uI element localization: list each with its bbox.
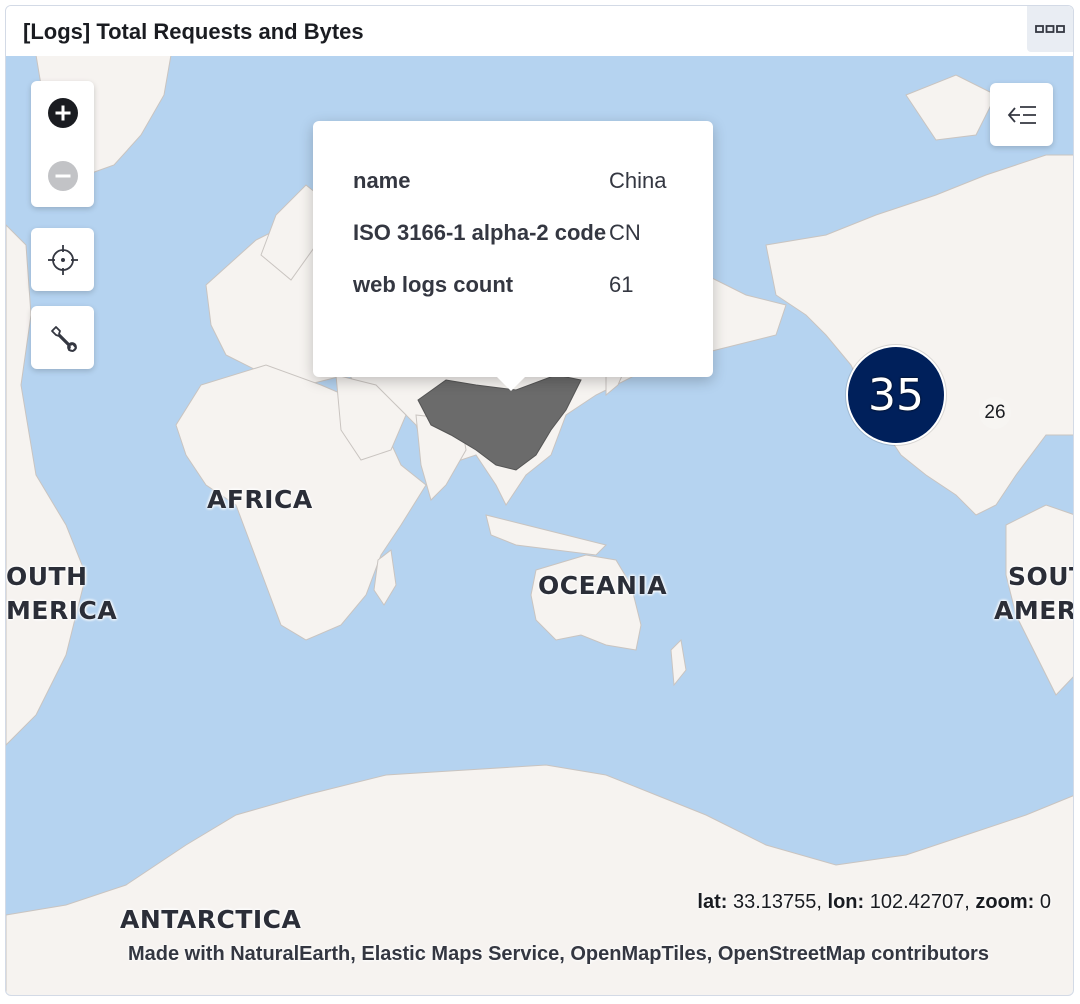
tooltip-key: name: [353, 168, 411, 193]
tooltip-value: CN: [609, 220, 641, 245]
zoom-control-group: [31, 81, 94, 207]
set-view-button[interactable]: [31, 228, 94, 291]
tooltip-row: name China: [353, 163, 673, 199]
menu-left-icon: [1007, 105, 1036, 124]
antarctica-shape: [6, 764, 1073, 995]
new-zealand-shape: [670, 638, 687, 687]
label-south-america-left-2: MERICA: [6, 596, 118, 625]
zoom-out-button[interactable]: [31, 144, 94, 207]
cluster-marker-large[interactable]: 35: [846, 345, 946, 445]
tools-control: [31, 306, 94, 369]
map-panel: [Logs] Total Requests and Bytes: [5, 5, 1074, 996]
locate-control: [31, 228, 94, 291]
panel-title: [Logs] Total Requests and Bytes: [23, 19, 364, 44]
arabia-shape: [335, 374, 407, 461]
layer-control-toggle[interactable]: [990, 83, 1053, 146]
tooltip-key: web logs count: [353, 272, 514, 297]
label-south-america-right-1: SOUT: [1008, 562, 1073, 591]
indonesia-shape: [485, 514, 607, 556]
tooltip-row: ISO 3166-1 alpha-2 code CN: [353, 215, 673, 251]
zoom-value: 0: [1039, 891, 1051, 913]
minus-circle-icon: [47, 160, 78, 191]
plus-circle-icon: [47, 97, 78, 128]
china-highlight: [417, 374, 582, 471]
panel-options-button[interactable]: [1027, 6, 1073, 52]
map-coordinates: lat: 33.13755, lon: 102.42707, zoom: 0: [697, 891, 1051, 913]
americas-left-shape: [6, 224, 87, 746]
tooltip-value: China: [609, 168, 667, 193]
tooltip-row: web logs count 61: [353, 267, 673, 303]
south-america-right-shape: [1005, 504, 1073, 696]
panel-header: [Logs] Total Requests and Bytes: [6, 6, 1073, 56]
label-south-america-right-2: AMERI: [994, 596, 1073, 625]
feature-tooltip: name China ISO 3166-1 alpha-2 code CN we…: [313, 121, 713, 391]
label-africa: AFRICA: [207, 485, 313, 514]
label-antarctica: ANTARCTICA: [120, 905, 302, 934]
wrench-icon: [50, 325, 77, 352]
label-south-america-left-1: OUTH: [6, 562, 88, 591]
lon-value: 102.42707: [869, 891, 965, 913]
zoom-in-button[interactable]: [31, 81, 94, 144]
tooltip-value: 61: [609, 272, 634, 297]
cluster-marker-small[interactable]: 26: [979, 397, 1011, 429]
north-america-shape: [765, 154, 1073, 516]
map-canvas[interactable]: name China ISO 3166-1 alpha-2 code CN we…: [6, 55, 1073, 995]
madagascar-shape: [373, 549, 397, 606]
lat-value: 33.13755: [732, 891, 817, 913]
tooltip-key: ISO 3166-1 alpha-2 code: [353, 220, 607, 245]
tools-button[interactable]: [31, 306, 94, 369]
arctic-islands-shape: [905, 74, 997, 141]
map-attribution[interactable]: Made with NaturalEarth, Elastic Maps Ser…: [128, 943, 989, 965]
lat-label: lat:: [697, 891, 728, 913]
ellipsis-icon: [1035, 25, 1065, 33]
australia-shape: [530, 554, 642, 651]
zoom-label: zoom:: [975, 891, 1035, 913]
lon-label: lon:: [827, 891, 865, 913]
label-oceania: OCEANIA: [538, 571, 668, 600]
crosshair-icon: [47, 244, 78, 275]
